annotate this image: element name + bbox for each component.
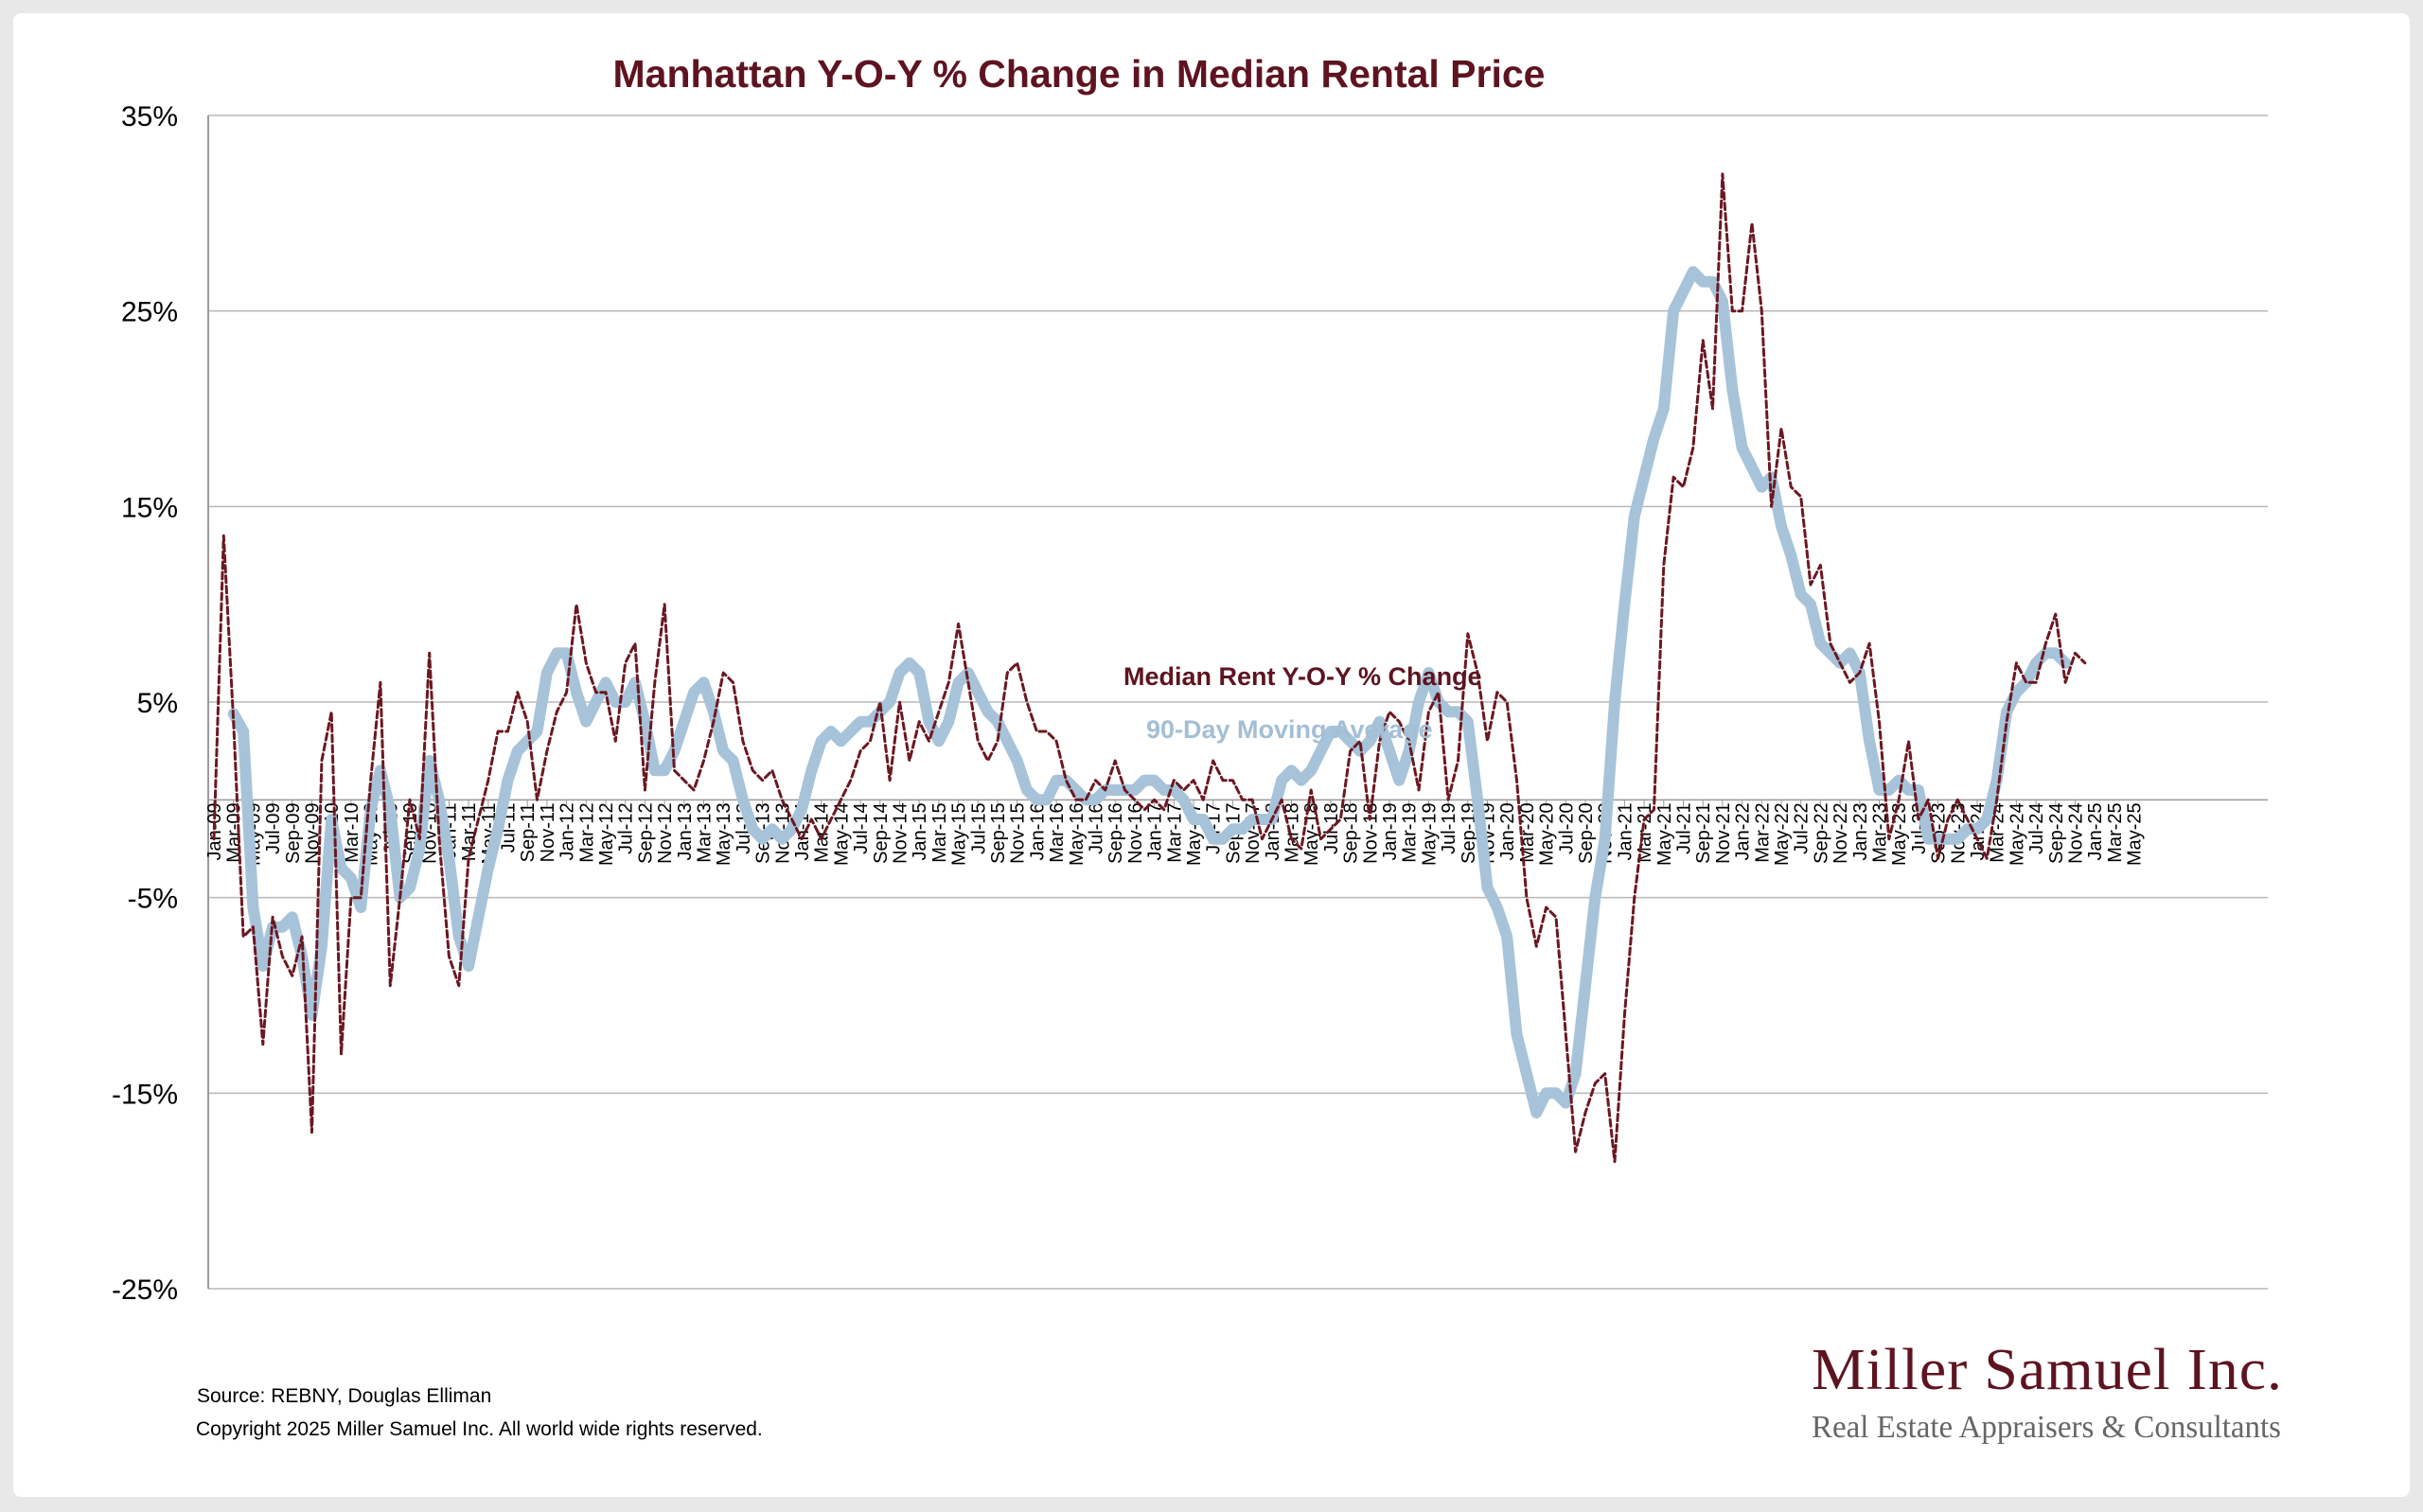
x-tick-label: Mar-16 [1047,802,1068,862]
y-tick-labels: 35% 25% 15% 5% -5% -15% -25% [112,101,178,1306]
chart: Manhattan Y-O-Y % Change in Median Renta… [112,52,2283,1445]
x-tick-label: Mar-13 [695,802,716,862]
x-tick-label: Jul-12 [616,802,637,853]
x-tick-label: Sep-15 [988,802,1009,864]
x-tick-label: May-12 [596,802,617,866]
series-line-moving-average [227,266,2072,1118]
x-tick-label: Nov-21 [1713,802,1734,863]
x-tick-label: Jul-21 [1674,802,1695,853]
company-logo-name: Miller Samuel Inc. [1812,1338,2283,1402]
x-tick-label: May-16 [1067,802,1088,866]
x-tick-label: Jul-24 [2026,802,2047,853]
x-tick-label: Sep-22 [1811,802,1831,864]
x-tick-label: Jan-22 [1733,802,1754,860]
x-tick-label: Sep-23 [1929,802,1950,864]
x-tick-label: Sep-24 [2046,802,2067,864]
x-tick-label: Jan-19 [1380,802,1401,860]
y-tick-label: -15% [112,1079,178,1110]
y-tick-label: -5% [128,884,178,915]
y-tick-label: 35% [121,101,178,132]
x-tick-label: May-14 [831,802,852,866]
x-tick-label: May-23 [1889,802,1910,866]
x-tick-label: Jan-25 [2085,802,2106,860]
x-tick-label: Sep-18 [1341,802,1362,864]
series-label-median-rent: Median Rent Y-O-Y % Change [1123,662,1482,691]
x-tick-label: Jul-14 [851,802,872,853]
y-tick-label: -25% [112,1275,178,1306]
x-tick-label: Jan-23 [1850,802,1871,860]
y-tick-label: 5% [137,688,178,719]
x-tick-label: May-22 [1772,802,1793,866]
x-tick-label: Mar-25 [2105,802,2126,862]
x-tick-label: Mar-10 [342,802,363,862]
x-tick-label: Jan-16 [1027,802,1048,860]
x-tick-label: Mar-12 [576,802,597,862]
series-line-median-rent [212,172,2087,1164]
x-tick-label: Sep-09 [283,802,304,864]
x-tick-label: Sep-14 [871,802,892,864]
x-tick-label: Nov-16 [1125,802,1146,863]
x-tick-label: Mar-14 [812,802,833,862]
copyright-note: Copyright 2025 Miller Samuel Inc. All wo… [196,1418,763,1440]
series-lines [212,172,2087,1164]
x-tick-label: Jul-19 [1439,802,1459,853]
x-tick-label: Nov-11 [538,802,558,862]
x-tick-label: Sep-12 [635,802,656,864]
x-tick-label: Jan-17 [1145,802,1166,860]
x-tick-label: Nov-22 [1831,802,1851,863]
x-tick-label: Jul-20 [1556,802,1577,853]
x-tick-label: Mar-19 [1400,802,1421,862]
x-tick-label: May-13 [714,802,734,866]
chart-title: Manhattan Y-O-Y % Change in Median Renta… [613,52,1546,96]
x-tick-label: Nov-15 [1008,802,1029,863]
x-tick-label: Jan-21 [1615,802,1636,860]
x-tick-label: Mar-15 [929,802,950,862]
source-note: Source: REBNY, Douglas Elliman [197,1385,491,1407]
x-tick-label: Nov-12 [655,802,676,863]
chart-frame: Manhattan Y-O-Y % Change in Median Renta… [13,13,2410,1497]
x-tick-label: Nov-18 [1360,802,1381,863]
x-tick-label: Mar-09 [224,802,245,862]
x-tick-label: Jan-13 [675,802,696,860]
x-tick-label: Sep-21 [1693,802,1714,864]
y-tick-label: 25% [121,297,178,328]
gridlines [208,114,2268,1290]
x-tick-label: Jan-15 [910,802,930,860]
x-tick-label: May-19 [1419,802,1440,866]
company-logo-tagline: Real Estate Appraisers & Consultants [1812,1410,2281,1445]
x-tick-label: May-24 [2007,802,2027,866]
x-tick-label: Mar-17 [1164,802,1185,862]
x-tick-label: Mar-11 [459,802,480,861]
x-tick-label: Mar-22 [1752,802,1773,862]
x-tick-label: Jul-22 [1792,802,1813,853]
y-tick-label: 15% [121,492,178,523]
x-tick-label: Sep-11 [518,802,539,862]
x-tick-label: Nov-14 [891,802,911,863]
x-tick-label: Jul-09 [263,802,284,853]
x-tick-label: May-21 [1654,802,1675,866]
x-tick-label: Jan-20 [1497,802,1518,860]
x-tick-label: Jul-15 [968,802,989,853]
x-tick-label: May-20 [1537,802,1558,866]
x-tick-label: May-15 [949,802,970,866]
series-label-moving-average: 90-Day Moving Average [1146,715,1433,744]
x-tick-label: Sep-20 [1576,802,1597,864]
x-tick-label: Jul-16 [1087,802,1107,853]
x-tick-label: Jan-12 [557,802,578,860]
x-tick-label: Nov-24 [2066,802,2087,863]
x-tick-label: Mar-23 [1870,802,1891,862]
x-tick-label: May-25 [2125,802,2146,866]
x-tick-label: Sep-16 [1105,802,1126,864]
